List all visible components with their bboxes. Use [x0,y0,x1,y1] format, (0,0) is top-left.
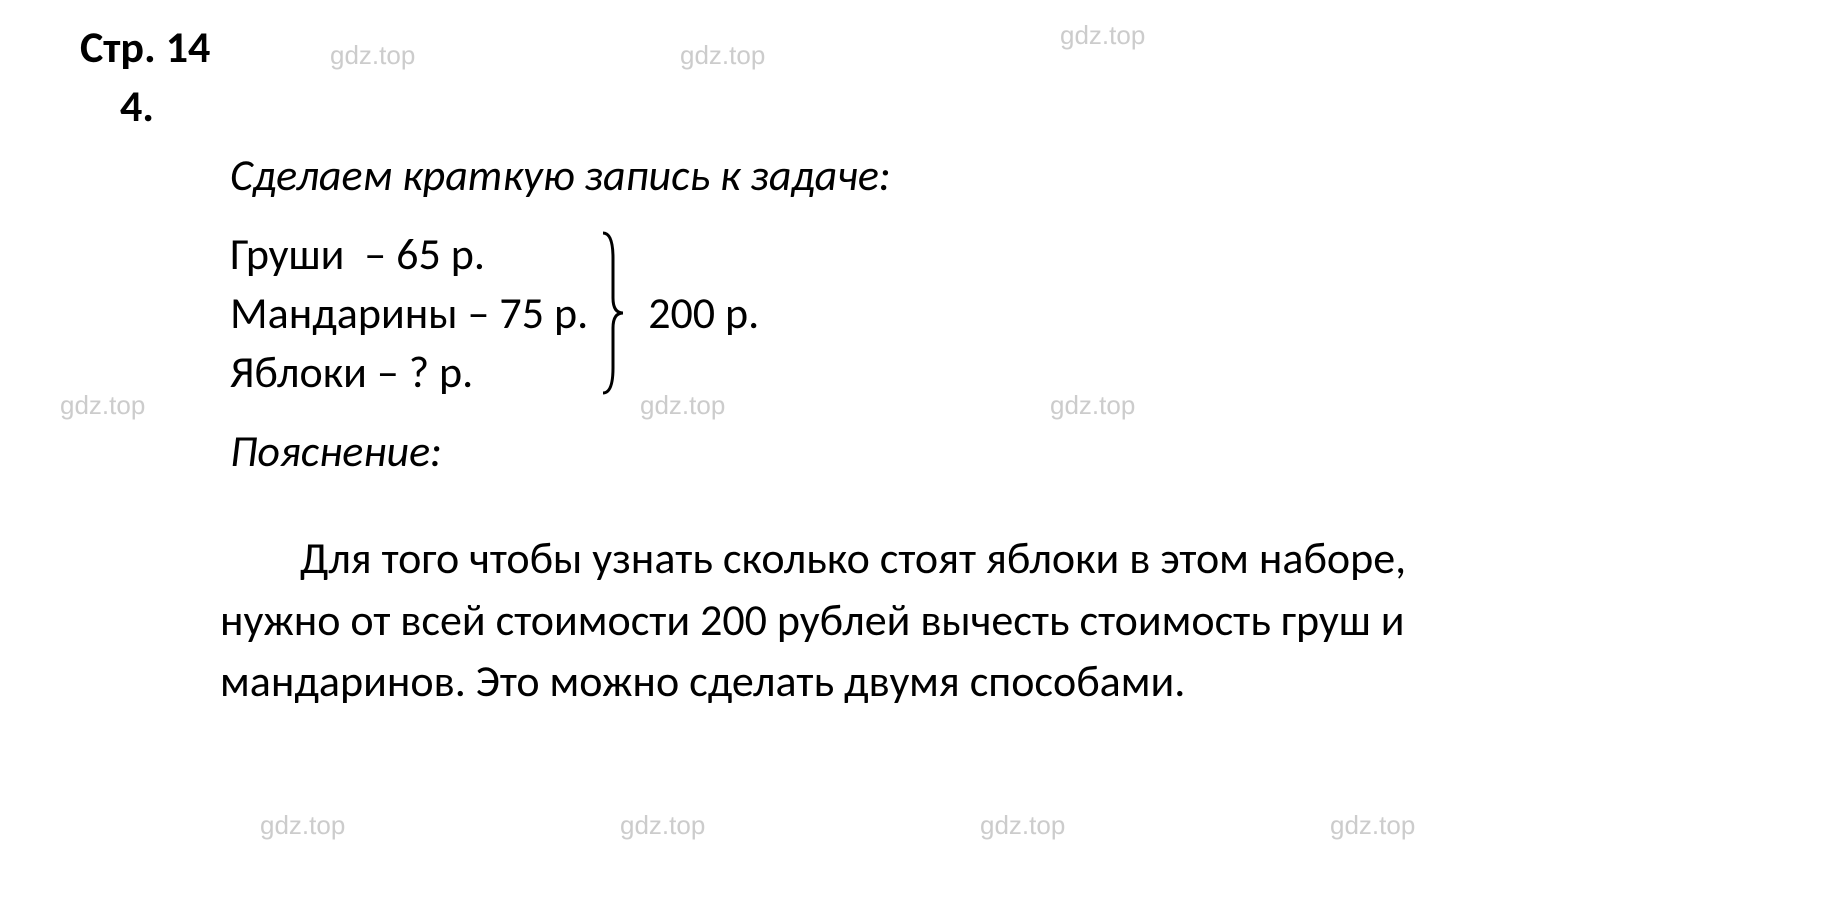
page-label: Стр. 14 [80,20,210,74]
watermark: gdz.top [1060,20,1145,51]
number-label: 4. [120,79,1762,133]
watermark: gdz.top [640,390,725,421]
items-block: Груши – 65 р. Мандарины – 75 р. Яблоки –… [230,227,1762,399]
item-value: 75 р. [499,286,588,340]
explanation-text: Для того чтобы узнать сколько стоят ябло… [180,528,1762,713]
explanation-line: мандаринов. Это можно сделать двумя спос… [220,651,1762,713]
item-row: Мандарины – 75 р. [230,286,588,340]
brace-container: 200 р. [598,228,759,398]
watermark: gdz.top [330,40,415,71]
item-value: 65 р. [396,227,485,281]
item-name: Груши [230,227,344,281]
total-value: 200 р. [648,286,759,340]
explanation-line: нужно от всей стоимости 200 рублей вычес… [220,590,1762,652]
content-block: Сделаем краткую запись к задаче: Груши –… [180,148,1762,713]
task-intro: Сделаем краткую запись к задаче: [230,148,1762,202]
watermark: gdz.top [1050,390,1135,421]
items-list: Груши – 65 р. Мандарины – 75 р. Яблоки –… [230,227,588,399]
item-name: Яблоки [230,345,367,399]
watermark: gdz.top [260,810,345,841]
item-row: Яблоки – ? р. [230,345,588,399]
watermark: gdz.top [980,810,1065,841]
item-name: Мандарины [230,286,458,340]
item-row: Груши – 65 р. [230,227,588,281]
watermark: gdz.top [680,40,765,71]
item-value: ? р. [409,345,474,399]
explanation-line: Для того чтобы узнать сколько стоят ябло… [300,528,1762,590]
watermark: gdz.top [60,390,145,421]
explanation-label: Пояснение: [230,424,1762,478]
watermark: gdz.top [620,810,705,841]
watermark: gdz.top [1330,810,1415,841]
brace-icon [598,228,628,398]
